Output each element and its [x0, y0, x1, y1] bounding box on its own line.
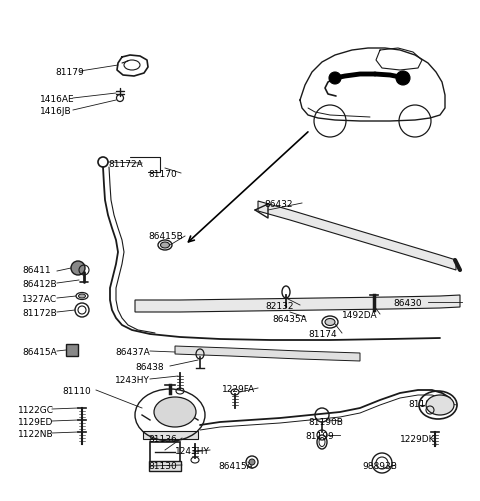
- Bar: [149, 461, 181, 471]
- Text: 86435A: 86435A: [272, 315, 307, 324]
- Text: 81199: 81199: [305, 432, 334, 441]
- Circle shape: [71, 261, 85, 275]
- Ellipse shape: [325, 319, 335, 326]
- Text: 86438: 86438: [135, 363, 164, 372]
- Polygon shape: [135, 295, 460, 312]
- Text: 81180: 81180: [408, 400, 437, 409]
- Circle shape: [329, 72, 341, 84]
- Polygon shape: [258, 201, 456, 270]
- Text: 1122NB: 1122NB: [18, 430, 54, 439]
- Text: 1129ED: 1129ED: [18, 418, 53, 427]
- Ellipse shape: [160, 242, 169, 248]
- Bar: [143, 431, 197, 439]
- Text: 1229FA: 1229FA: [222, 385, 255, 394]
- Bar: [150, 442, 180, 462]
- Text: 98893B: 98893B: [362, 462, 397, 471]
- Text: 81190B: 81190B: [308, 418, 343, 427]
- Text: 81179: 81179: [55, 68, 84, 77]
- Text: 81174: 81174: [308, 330, 336, 339]
- Text: 86432: 86432: [264, 200, 292, 209]
- Text: 1243HY: 1243HY: [175, 447, 210, 456]
- Text: 81172A: 81172A: [108, 160, 143, 169]
- Text: 1243HY: 1243HY: [115, 376, 150, 385]
- Circle shape: [396, 71, 410, 85]
- Text: 1416AE: 1416AE: [40, 95, 74, 104]
- Polygon shape: [175, 346, 360, 361]
- Text: 86411: 86411: [22, 266, 50, 275]
- Text: 81130: 81130: [148, 462, 177, 471]
- Text: 82132: 82132: [265, 302, 293, 311]
- Text: 81136: 81136: [148, 435, 177, 444]
- Text: 86415B: 86415B: [148, 232, 183, 241]
- Ellipse shape: [154, 397, 196, 427]
- Text: 81110: 81110: [62, 387, 91, 396]
- Ellipse shape: [79, 294, 85, 298]
- Ellipse shape: [426, 395, 454, 415]
- Text: 1416JB: 1416JB: [40, 107, 72, 116]
- Text: 86430: 86430: [393, 299, 421, 308]
- Text: 86415A: 86415A: [22, 348, 57, 357]
- Text: 81172B: 81172B: [22, 309, 57, 318]
- Text: 1327AC: 1327AC: [22, 295, 57, 304]
- Text: 1122GC: 1122GC: [18, 406, 54, 415]
- Circle shape: [249, 459, 255, 465]
- Text: 86412B: 86412B: [22, 280, 57, 289]
- Text: 86437A: 86437A: [115, 348, 150, 357]
- Bar: [66, 344, 78, 356]
- Text: 81170: 81170: [148, 170, 177, 179]
- Text: 1229DK: 1229DK: [400, 435, 435, 444]
- Text: 86415A: 86415A: [218, 462, 253, 471]
- Text: 1492DA: 1492DA: [342, 311, 378, 320]
